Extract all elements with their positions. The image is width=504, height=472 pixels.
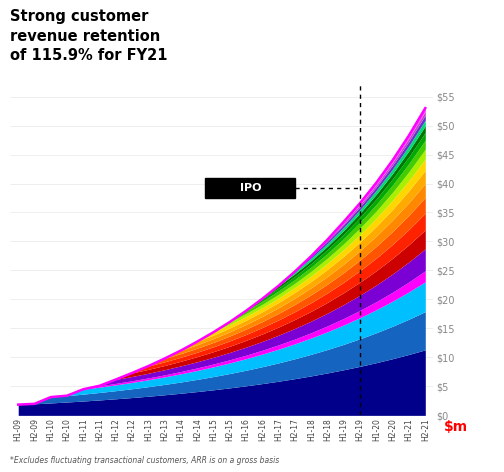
Text: $m: $m bbox=[444, 420, 468, 434]
Text: IPO: IPO bbox=[239, 183, 261, 193]
Text: Strong customer
revenue retention
of 115.9% for FY21: Strong customer revenue retention of 115… bbox=[10, 9, 167, 63]
FancyBboxPatch shape bbox=[206, 177, 295, 198]
Text: *Excludes fluctuating transactional customers, ARR is on a gross basis: *Excludes fluctuating transactional cust… bbox=[10, 456, 279, 465]
